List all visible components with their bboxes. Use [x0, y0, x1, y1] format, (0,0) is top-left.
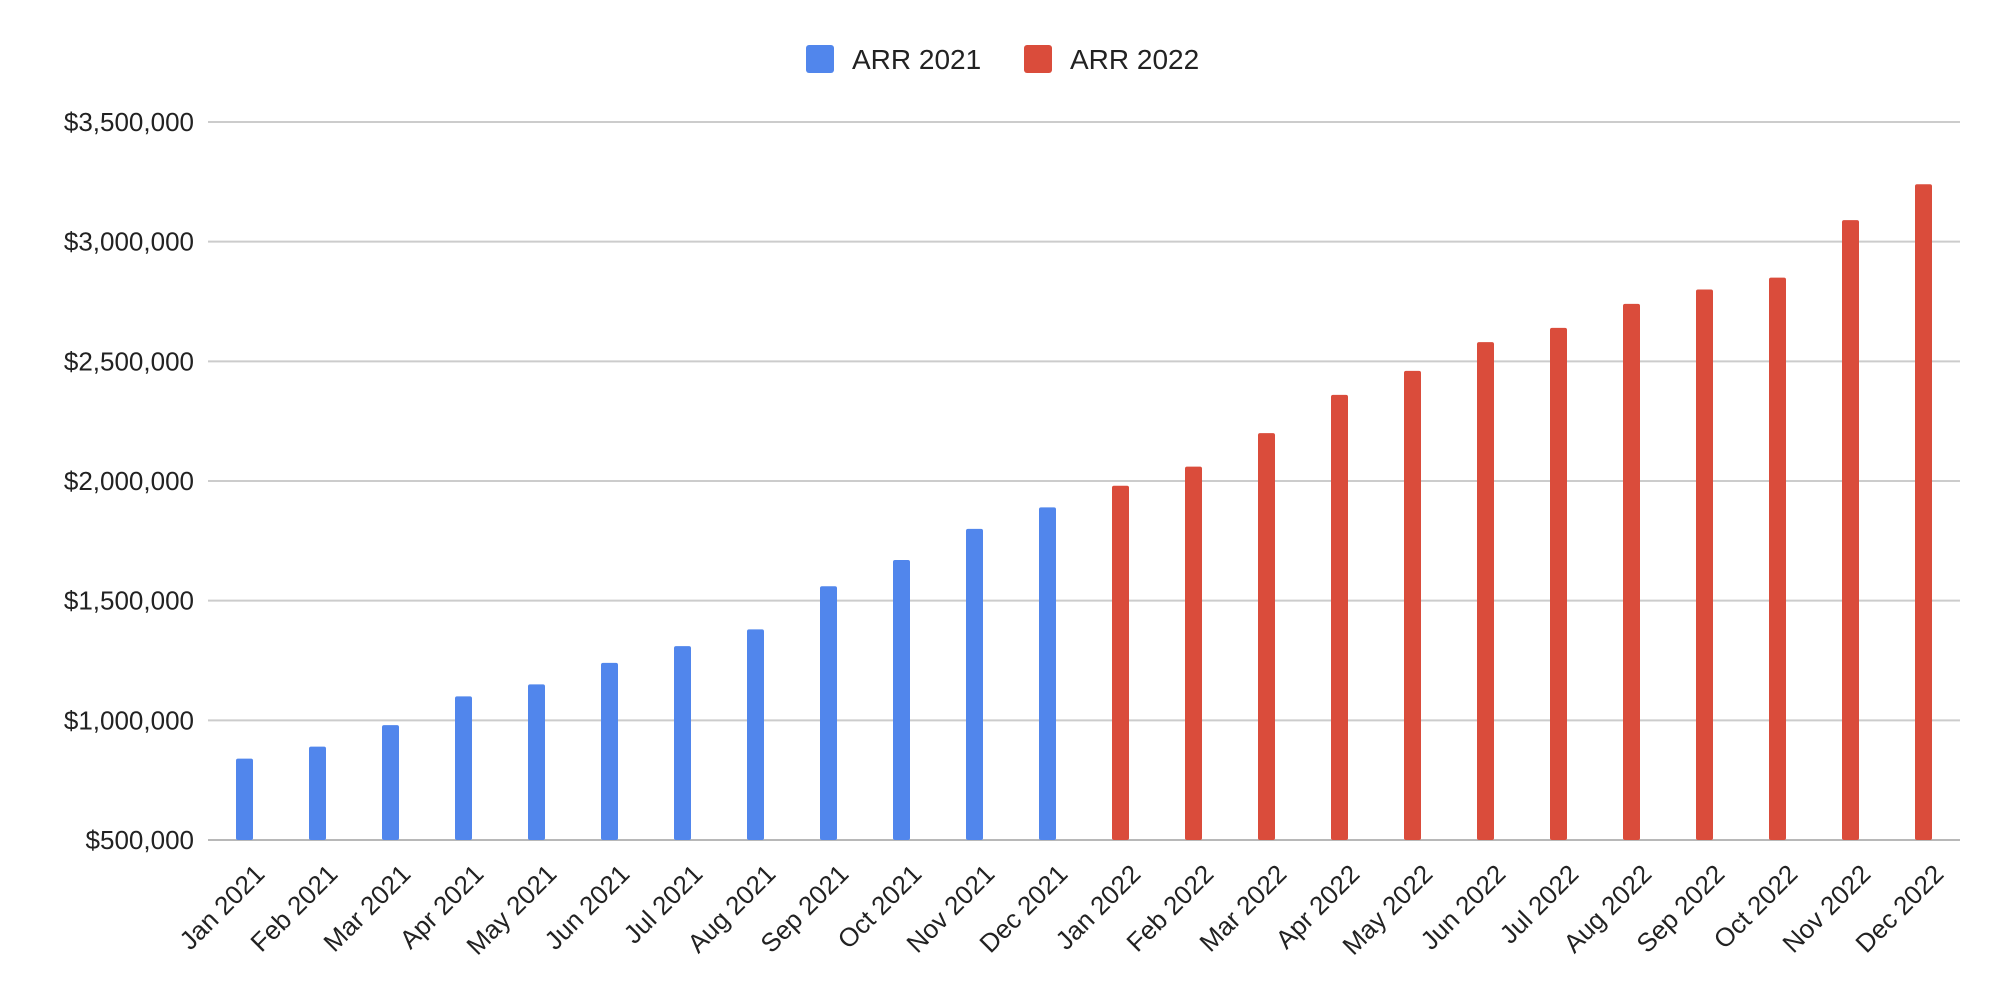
bar-jan-2021 [236, 758, 253, 840]
bar-jan-2022 [1112, 485, 1129, 840]
bar-dec-2022 [1915, 184, 1932, 840]
bar-jun-2022 [1477, 342, 1494, 840]
bar-feb-2022 [1185, 466, 1202, 840]
y-tick-label: $1,000,000 [64, 705, 194, 735]
y-tick-label: $2,500,000 [64, 346, 194, 376]
bar-sep-2022 [1696, 289, 1713, 840]
y-tick-label: $500,000 [86, 825, 194, 855]
y-tick-label: $1,500,000 [64, 586, 194, 616]
legend-swatch-1 [806, 45, 834, 73]
legend-label-2: ARR 2022 [1070, 44, 1199, 75]
bar-aug-2021 [747, 629, 764, 840]
y-tick-label: $3,500,000 [64, 107, 194, 137]
bar-jun-2021 [601, 662, 618, 840]
legend-swatch-2 [1024, 45, 1052, 73]
bar-dec-2021 [1039, 507, 1056, 840]
bar-sep-2021 [820, 586, 837, 840]
gridlines [208, 121, 1960, 841]
bar-oct-2021 [893, 559, 910, 840]
bar-nov-2021 [966, 528, 983, 840]
bar-mar-2021 [382, 725, 399, 840]
bar-jul-2022 [1550, 327, 1567, 840]
bar-mar-2022 [1258, 433, 1275, 840]
bar-jul-2021 [674, 646, 691, 840]
bars [236, 184, 1932, 841]
bar-feb-2021 [309, 746, 326, 840]
y-axis-ticks: $500,000 $1,000,000 $1,500,000 $2,000,000 $2… [64, 107, 194, 855]
legend: ARR 2021 ARR 2022 [806, 44, 1199, 75]
bar-may-2022 [1404, 370, 1421, 840]
bar-apr-2022 [1331, 394, 1348, 840]
bar-oct-2022 [1769, 277, 1786, 841]
y-tick-label: $3,000,000 [64, 227, 194, 257]
bar-nov-2022 [1842, 220, 1859, 841]
bar-apr-2021 [455, 696, 472, 840]
bar-may-2021 [528, 684, 545, 840]
y-tick-label: $2,000,000 [64, 466, 194, 496]
legend-label-1: ARR 2021 [852, 44, 981, 75]
bar-aug-2022 [1623, 303, 1640, 841]
